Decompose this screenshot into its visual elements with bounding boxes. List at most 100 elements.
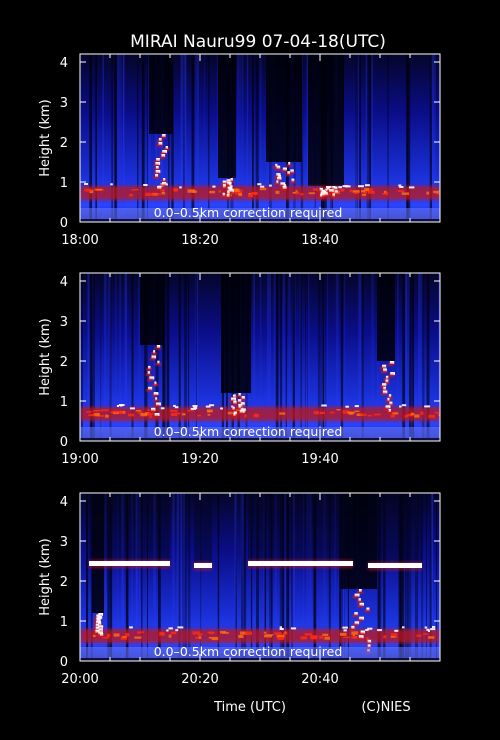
upper-cloud-layer: [194, 563, 212, 568]
cloud-echo: [147, 371, 150, 375]
signal-streak: [361, 273, 364, 441]
signal-streak: [334, 493, 336, 661]
cloud-speck: [354, 405, 359, 408]
signal-streak: [123, 54, 124, 222]
signal-streak: [131, 493, 133, 661]
signal-streak: [170, 54, 172, 222]
cloud-speck: [343, 629, 347, 632]
cloud-echo-halo: [155, 188, 162, 191]
cloud-base-echo: [168, 634, 172, 638]
signal-streak: [383, 493, 386, 661]
cloud-echo: [367, 644, 371, 648]
cloud-speck: [428, 630, 430, 632]
cloud-base-echo: [367, 414, 373, 417]
cloud-base-echo: [283, 633, 287, 635]
cloud-echo: [291, 178, 295, 182]
cloud-echo: [155, 174, 159, 177]
cloud-echo: [354, 593, 360, 597]
boundary-layer-band: [80, 629, 440, 643]
upper-cloud-layer: [89, 561, 170, 566]
cloud-base-echo: [197, 634, 202, 637]
signal-streak: [365, 54, 367, 222]
plot-area: [80, 54, 440, 222]
cloud-speck: [321, 404, 327, 407]
signal-streak: [325, 273, 327, 441]
signal-streak: [120, 54, 122, 222]
cloud-echo: [287, 171, 290, 175]
cloud-echo-halo: [153, 164, 160, 167]
cloud-echo-halo: [278, 184, 285, 188]
cloud-echo: [222, 180, 227, 184]
signal-streak: [196, 54, 199, 222]
signal-streak: [95, 54, 97, 222]
cloud-echo-halo: [231, 402, 238, 406]
signal-streak: [275, 273, 279, 441]
cloud-echo-halo: [239, 398, 246, 402]
cloud-echo-halo: [161, 180, 168, 183]
y-tick-label: 2: [60, 355, 68, 370]
x-tick-label: 19:40: [301, 452, 338, 467]
cloud-echo: [382, 390, 388, 394]
cloud-base-echo: [390, 414, 395, 418]
attenuation-column: [92, 493, 104, 613]
signal-streak: [255, 54, 259, 222]
cloud-echo-halo: [280, 169, 287, 173]
cloud-base-echo: [284, 631, 287, 634]
cloud-base-echo: [414, 414, 420, 418]
signal-streak: [107, 493, 110, 661]
cloud-base-echo: [145, 192, 151, 196]
signal-streak: [292, 273, 295, 441]
x-tick-label: 18:20: [181, 233, 218, 248]
signal-streak: [182, 493, 186, 661]
signal-streak: [109, 273, 112, 441]
cloud-echo-halo: [332, 188, 339, 192]
cloud-echo: [239, 409, 245, 413]
cloud-base-echo: [248, 193, 253, 198]
cloud-echo: [158, 138, 162, 141]
signal-streak: [162, 273, 165, 441]
signal-streak: [194, 54, 196, 222]
signal-streak: [181, 54, 185, 222]
signal-streak: [397, 273, 399, 441]
cloud-echo: [275, 163, 278, 167]
signal-streak: [144, 273, 146, 441]
attenuation-column: [218, 54, 236, 178]
signal-streak: [433, 54, 436, 222]
cloud-echo: [323, 192, 328, 196]
cloud-echo-halo: [147, 378, 154, 382]
cloud-echo: [154, 381, 157, 385]
cloud-echo: [383, 386, 386, 390]
attenuation-column: [89, 493, 170, 560]
attenuation-column: [149, 54, 173, 134]
signal-streak: [109, 493, 112, 661]
cloud-base-echo: [220, 631, 227, 634]
signal-streak: [285, 273, 287, 441]
signal-streak: [240, 493, 244, 661]
signal-streak: [286, 493, 289, 661]
cloud-echo-halo: [160, 136, 167, 139]
signal-streak: [235, 493, 237, 661]
signal-streak: [141, 54, 145, 222]
cloud-base-echo: [390, 635, 396, 638]
cloud-base-echo: [313, 411, 320, 415]
cloud-echo-halo: [154, 347, 161, 350]
cloud-base-echo: [131, 189, 139, 191]
cloud-base-echo: [361, 193, 366, 196]
cloud-echo-halo: [327, 191, 334, 195]
cloud-echo-halo: [380, 385, 386, 389]
cloud-base-echo: [148, 412, 154, 415]
cloud-base-echo: [137, 411, 143, 414]
signal-streak: [265, 493, 266, 661]
signal-streak: [408, 493, 412, 661]
cloud-echo-halo: [153, 168, 160, 171]
signal-streak: [259, 273, 262, 441]
signal-streak: [387, 54, 389, 222]
cloud-base-echo: [369, 188, 373, 191]
cloud-speck: [399, 405, 402, 408]
cloud-echo-halo: [230, 408, 237, 412]
cloud-speck: [338, 186, 342, 189]
cloud-base-echo: [170, 631, 177, 635]
cloud-echo: [157, 360, 160, 364]
cloud-echo: [389, 361, 395, 364]
cloud-echo: [366, 607, 370, 611]
